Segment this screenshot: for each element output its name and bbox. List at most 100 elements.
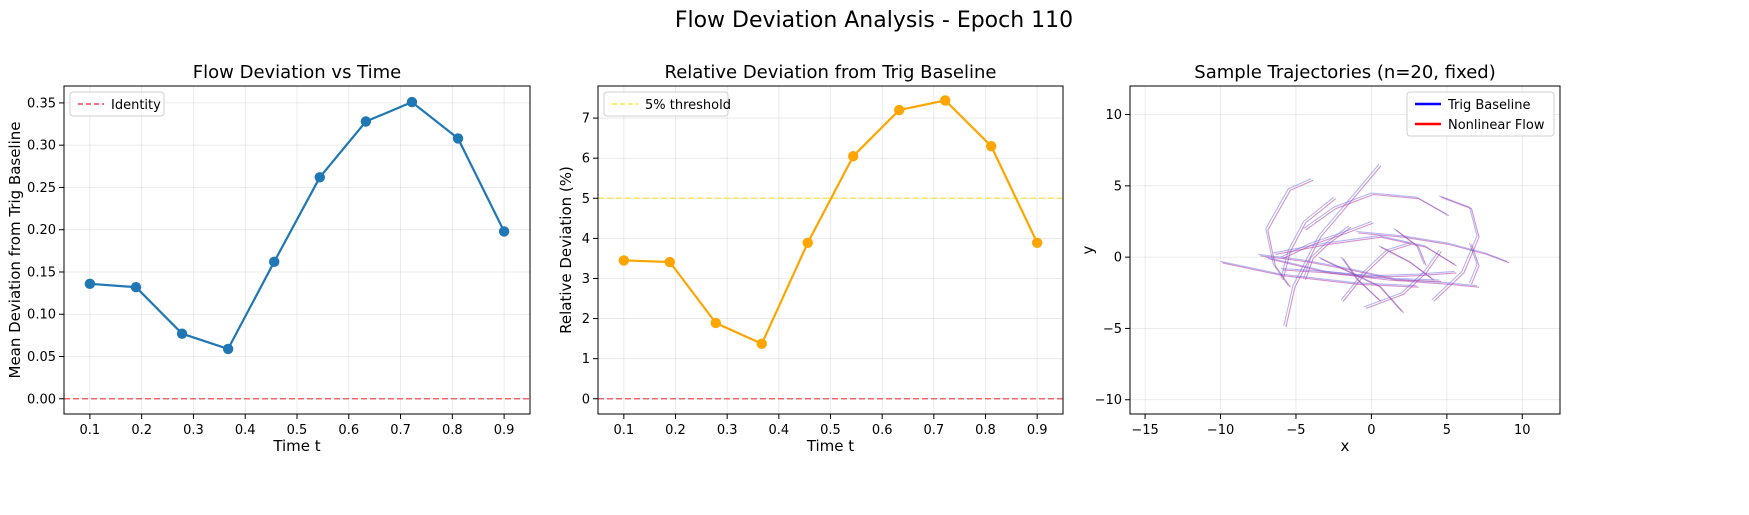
y-tick-label: 0.20 — [27, 223, 56, 238]
x-tick-label: 0.8 — [975, 423, 996, 438]
data-point — [1031, 237, 1043, 248]
series-line — [623, 99, 1039, 345]
x-tick-label: −15 — [1131, 423, 1158, 438]
data-point — [176, 328, 188, 339]
trajectory-nonlinear — [1358, 232, 1510, 264]
data-point — [498, 226, 510, 237]
y-tick-label: 0.15 — [27, 265, 56, 280]
x-tick-label: −10 — [1207, 423, 1234, 438]
axes-frame — [1129, 85, 1561, 415]
legend-box — [69, 91, 165, 117]
legend-box — [603, 91, 729, 117]
trajectory-nonlinear — [1267, 258, 1480, 288]
trajectory-nonlinear — [1342, 258, 1382, 302]
y-tick-label: 1 — [582, 352, 590, 367]
panel-relative-deviation: 0.1 0.2 0.3 0.4 0.5 0.6 0.7 0.8 0.9 0 1 2 3 4 5 6 7 Rela… — [557, 62, 1064, 455]
x-tick-label: 0.2 — [665, 423, 686, 438]
data-point — [756, 338, 767, 350]
x-tick-label: 0.5 — [820, 423, 841, 438]
trajectory-nonlinear — [1282, 222, 1374, 260]
y-tick-label: 7 — [582, 112, 590, 127]
trajectory-baseline — [1265, 256, 1478, 287]
x-tick-label: 0.1 — [80, 423, 101, 438]
y-tick-label: 5 — [1114, 179, 1122, 194]
x-axis-label: x — [1341, 437, 1350, 455]
trajectory-nonlinear — [1282, 269, 1457, 278]
trajectory-baseline — [1280, 220, 1372, 258]
x-tick-label: 0.8 — [442, 423, 463, 438]
x-tick-label: 0.4 — [768, 423, 789, 438]
y-axis-label: Relative Deviation (%) — [557, 166, 575, 334]
x-tick-label: 0 — [1367, 423, 1375, 438]
trajectory-baseline — [1258, 253, 1440, 281]
data-point — [894, 104, 905, 116]
trajectory-nonlinear — [1395, 229, 1427, 267]
trajectory-nonlinear — [1470, 244, 1480, 285]
data-point — [618, 255, 630, 266]
trajectory-nonlinear — [1222, 262, 1419, 288]
trajectory-baseline — [1303, 192, 1448, 230]
figure-suptitle: Flow Deviation Analysis - Epoch 110 — [675, 8, 1073, 33]
x-tick-label: 0.2 — [131, 423, 152, 438]
trajectory-baseline — [1363, 249, 1440, 308]
y-tick-label: 4 — [582, 232, 590, 247]
x-tick-label: 0.7 — [923, 423, 944, 438]
x-tick-label: 0.3 — [717, 423, 738, 438]
trajectory-baseline — [1468, 242, 1478, 284]
panel-title: Flow Deviation vs Time — [193, 62, 401, 83]
data-point — [84, 278, 96, 290]
series-line — [89, 100, 506, 350]
data-point — [664, 256, 676, 268]
data-point — [130, 281, 142, 293]
x-tick-label: 0.5 — [287, 423, 308, 438]
trajectory-nonlinear — [1342, 243, 1412, 302]
y-tick-label: 0.05 — [27, 350, 56, 365]
y-tick-label: 0 — [582, 392, 590, 407]
panel-flow-deviation: 0.1 0.2 0.3 0.4 0.5 0.6 0.7 0.8 0.9 0.00 0.05 0.10 0… — [6, 62, 531, 455]
trajectory-nonlinear — [1433, 196, 1480, 302]
x-tick-label: 0.6 — [338, 423, 359, 438]
x-tick-label: 0.3 — [183, 423, 204, 438]
data-point — [710, 317, 721, 329]
data-point — [360, 116, 372, 127]
x-tick-label: 0.6 — [872, 423, 893, 438]
trajectory-nonlinear — [1320, 258, 1405, 314]
y-tick-label: 0.25 — [27, 181, 56, 196]
trajectory-baseline — [1302, 225, 1350, 279]
panel-title: Sample Trajectories (n=20, fixed) — [1194, 62, 1495, 83]
trajectory-nonlinear — [1282, 198, 1337, 281]
trajectory-nonlinear — [1285, 165, 1382, 328]
y-tick-label: 0.35 — [27, 96, 56, 111]
data-point — [269, 256, 280, 268]
data-point — [985, 140, 997, 152]
trajectory-baseline — [1340, 242, 1410, 301]
data-point — [222, 343, 234, 355]
x-tick-label: −5 — [1286, 423, 1305, 438]
trajectory-nonlinear — [1380, 246, 1435, 281]
y-axis-label: y — [1079, 245, 1097, 254]
trajectory-nonlinear — [1267, 179, 1314, 288]
y-tick-label: 0.00 — [27, 392, 56, 407]
panel-sample-trajectories: −15 −10 −5 0 5 10 −10 −5 0 5 10 Sample Trajectorie… — [1079, 62, 1561, 455]
y-tick-label: 3 — [582, 272, 590, 287]
legend-label-threshold: 5% threshold — [645, 98, 731, 113]
trajectory-nonlinear — [1275, 236, 1457, 267]
y-tick-label: −10 — [1095, 393, 1122, 408]
trajectory-baseline — [1220, 260, 1417, 287]
data-point — [406, 96, 418, 108]
x-tick-label: 10 — [1514, 423, 1531, 438]
panel-title: Relative Deviation from Trig Baseline — [665, 62, 997, 83]
plot-area: 0.1 0.2 0.3 0.4 0.5 0.6 0.7 0.8 0.9 0 1 2 3 4 5 6 7 — [582, 85, 1064, 438]
y-tick-label: 2 — [582, 312, 590, 327]
data-point — [940, 95, 951, 106]
data-point — [802, 237, 813, 248]
data-point — [452, 133, 464, 144]
trajectory-baseline — [1280, 267, 1455, 277]
y-tick-label: 0 — [1114, 251, 1122, 266]
y-tick-label: 0.30 — [27, 139, 56, 154]
x-tick-label: 0.7 — [390, 423, 411, 438]
trajectory-baseline — [1356, 230, 1508, 262]
y-tick-label: 5 — [582, 192, 590, 207]
legend-label-identity: Identity — [111, 98, 161, 113]
